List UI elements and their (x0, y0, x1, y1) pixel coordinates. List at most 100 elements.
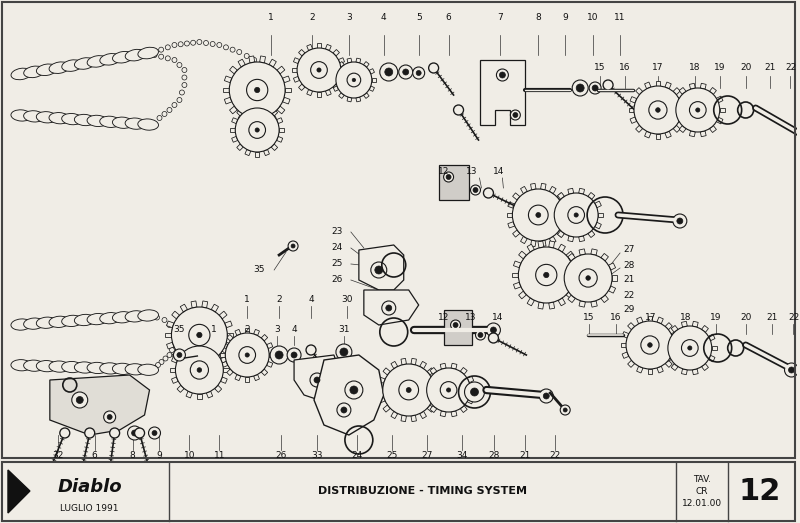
Ellipse shape (62, 361, 82, 373)
Circle shape (564, 254, 612, 302)
Polygon shape (440, 363, 446, 369)
Circle shape (167, 108, 172, 112)
Ellipse shape (100, 53, 120, 65)
Circle shape (648, 343, 652, 347)
Text: 3: 3 (274, 325, 280, 335)
Polygon shape (245, 150, 250, 156)
Circle shape (336, 344, 352, 360)
Polygon shape (237, 144, 243, 151)
Circle shape (631, 83, 685, 137)
Polygon shape (391, 412, 398, 418)
Polygon shape (679, 87, 686, 94)
Polygon shape (682, 108, 687, 112)
Circle shape (574, 213, 578, 217)
Polygon shape (588, 192, 594, 199)
Ellipse shape (24, 318, 44, 329)
Circle shape (380, 63, 398, 81)
Polygon shape (645, 131, 651, 138)
Bar (2, 462, 795, 521)
Polygon shape (671, 352, 678, 358)
Ellipse shape (87, 115, 108, 127)
Circle shape (561, 251, 615, 305)
Polygon shape (690, 131, 695, 137)
Ellipse shape (138, 364, 158, 376)
Polygon shape (673, 88, 680, 95)
Polygon shape (460, 406, 467, 413)
Polygon shape (356, 58, 361, 63)
Circle shape (486, 323, 501, 337)
Polygon shape (206, 342, 213, 349)
Text: 9: 9 (157, 450, 162, 460)
Text: 8: 8 (535, 14, 541, 22)
Circle shape (345, 381, 363, 399)
Polygon shape (238, 113, 246, 121)
Circle shape (237, 50, 242, 54)
Circle shape (536, 264, 557, 286)
FancyBboxPatch shape (443, 310, 471, 345)
Ellipse shape (74, 314, 95, 326)
Polygon shape (622, 332, 629, 338)
Ellipse shape (138, 47, 158, 59)
Polygon shape (363, 62, 369, 67)
Circle shape (235, 108, 279, 152)
Text: 12: 12 (738, 477, 781, 506)
Circle shape (167, 323, 172, 327)
Text: 17: 17 (652, 63, 664, 73)
Polygon shape (673, 126, 680, 132)
Circle shape (385, 68, 393, 76)
Text: 27: 27 (421, 450, 432, 460)
Text: 4: 4 (291, 325, 297, 335)
Circle shape (454, 105, 463, 115)
Polygon shape (430, 368, 437, 374)
Circle shape (166, 56, 170, 61)
Circle shape (375, 266, 382, 274)
Polygon shape (467, 397, 474, 404)
Text: 12: 12 (438, 167, 450, 176)
Polygon shape (338, 62, 344, 67)
Polygon shape (271, 109, 278, 116)
Circle shape (334, 60, 374, 100)
Polygon shape (709, 334, 715, 340)
Polygon shape (422, 388, 426, 392)
Text: 29: 29 (623, 305, 634, 314)
Polygon shape (595, 222, 602, 229)
Circle shape (341, 407, 347, 413)
Polygon shape (470, 388, 475, 392)
Polygon shape (338, 58, 345, 64)
Polygon shape (232, 118, 238, 123)
Circle shape (226, 333, 269, 377)
Polygon shape (202, 301, 208, 308)
Polygon shape (568, 236, 574, 242)
Polygon shape (269, 59, 276, 67)
Polygon shape (214, 348, 222, 355)
Polygon shape (521, 236, 527, 244)
Polygon shape (518, 291, 526, 299)
Polygon shape (690, 83, 695, 89)
Circle shape (470, 185, 481, 195)
Text: TAV.
CR
12.01.00: TAV. CR 12.01.00 (682, 474, 722, 508)
Circle shape (465, 382, 485, 402)
Polygon shape (171, 357, 178, 363)
Polygon shape (197, 394, 202, 399)
Polygon shape (294, 58, 299, 64)
Circle shape (497, 69, 508, 81)
Circle shape (72, 392, 88, 408)
Circle shape (347, 73, 361, 87)
Polygon shape (609, 263, 615, 270)
Text: 20: 20 (740, 313, 751, 323)
Circle shape (244, 53, 250, 59)
Circle shape (336, 62, 372, 98)
Ellipse shape (138, 310, 158, 321)
Text: 4: 4 (308, 295, 314, 304)
Polygon shape (562, 202, 569, 208)
Polygon shape (645, 82, 651, 89)
Ellipse shape (113, 312, 133, 323)
Circle shape (453, 323, 458, 327)
Polygon shape (549, 302, 554, 309)
Text: 8: 8 (130, 450, 135, 460)
Ellipse shape (36, 317, 57, 328)
Text: 17: 17 (645, 313, 657, 323)
Text: 10: 10 (184, 450, 195, 460)
Ellipse shape (74, 115, 95, 126)
Polygon shape (245, 105, 250, 110)
